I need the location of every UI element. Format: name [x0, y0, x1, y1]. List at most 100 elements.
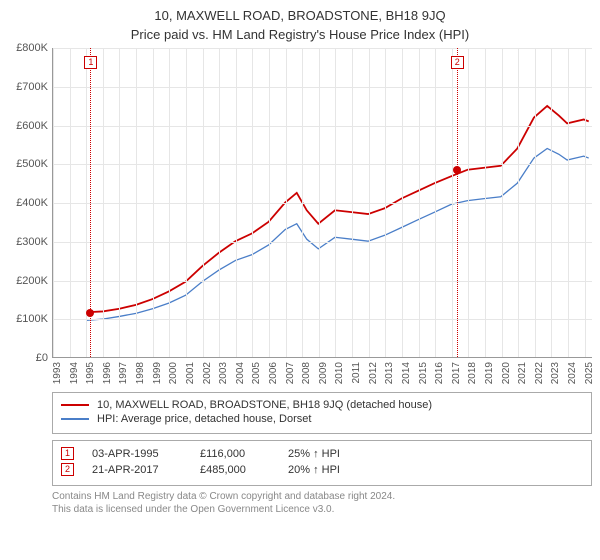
gridline-v — [502, 48, 503, 357]
sale-row: 221-APR-2017£485,00020% ↑ HPI — [61, 463, 583, 476]
gridline-h — [53, 87, 592, 88]
sale-price: £116,000 — [200, 448, 270, 460]
sale-date: 03-APR-1995 — [92, 448, 182, 460]
sales-box: 1 03-APR-1995 £116,000 25% ↑ HPI 2 21-APR-201… — [52, 440, 592, 486]
gridline-v — [269, 48, 270, 357]
gridline-h — [53, 281, 592, 282]
gridline-v — [319, 48, 320, 357]
x-tick-label: 2015 — [418, 362, 429, 384]
gridline-v — [186, 48, 187, 357]
x-tick-label: 1996 — [102, 362, 113, 384]
legend-label: HPI: Average price, detached house, Dors… — [97, 413, 311, 425]
x-tick-label: 1994 — [69, 362, 80, 384]
gridline-v — [535, 48, 536, 357]
gridline-h — [53, 126, 592, 127]
gridline-v — [136, 48, 137, 357]
x-tick-label: 2023 — [550, 362, 561, 384]
gridline-h — [53, 319, 592, 320]
gridline-v — [203, 48, 204, 357]
sale-marker-dot — [86, 309, 94, 317]
x-tick-label: 2019 — [484, 362, 495, 384]
gridline-v — [435, 48, 436, 357]
x-tick-label: 2014 — [401, 362, 412, 384]
gridline-v — [518, 48, 519, 357]
title-address: 10, MAXWELL ROAD, BROADSTONE, BH18 9JQ — [8, 8, 592, 23]
x-tick-label: 1997 — [118, 362, 129, 384]
x-tick-label: 2013 — [384, 362, 395, 384]
sale-id-badge: 2 — [61, 463, 74, 476]
plot-area: 12 — [52, 48, 592, 358]
sale-row: 1 03-APR-1995 £116,000 25% ↑ HPI — [61, 447, 583, 460]
gridline-v — [568, 48, 569, 357]
y-tick-label: £300K — [16, 236, 48, 248]
x-tick-label: 2009 — [318, 362, 329, 384]
gridline-v — [485, 48, 486, 357]
sale-marker-badge: 2 — [451, 56, 464, 69]
y-axis: £0£100K£200K£300K£400K£500K£600K£700K£80… — [8, 48, 52, 358]
chart-area: £0£100K£200K£300K£400K£500K£600K£700K£80… — [8, 48, 592, 388]
sale-id-badge: 1 — [61, 447, 74, 460]
legend-row: HPI: Average price, detached house, Dors… — [61, 413, 583, 425]
x-tick-label: 2011 — [351, 362, 362, 384]
gridline-v — [352, 48, 353, 357]
gridline-v — [53, 48, 54, 357]
y-tick-label: £800K — [16, 42, 48, 54]
gridline-v — [452, 48, 453, 357]
gridline-v — [286, 48, 287, 357]
x-tick-label: 2002 — [202, 362, 213, 384]
footer-line2: This data is licensed under the Open Gov… — [52, 503, 592, 516]
x-tick-label: 2008 — [301, 362, 312, 384]
legend-swatch — [61, 404, 89, 406]
sale-date: 21-APR-2017 — [92, 464, 182, 476]
legend-label: 10, MAXWELL ROAD, BROADSTONE, BH18 9JQ (… — [97, 399, 432, 411]
x-tick-label: 2016 — [434, 362, 445, 384]
gridline-h — [53, 242, 592, 243]
x-tick-label: 2018 — [467, 362, 478, 384]
y-tick-label: £200K — [16, 275, 48, 287]
x-tick-label: 2017 — [451, 362, 462, 384]
x-tick-label: 1999 — [152, 362, 163, 384]
gridline-v — [335, 48, 336, 357]
gridline-v — [70, 48, 71, 357]
x-tick-label: 2021 — [517, 362, 528, 384]
x-tick-label: 2007 — [285, 362, 296, 384]
gridline-v — [369, 48, 370, 357]
gridline-v — [385, 48, 386, 357]
x-tick-label: 2025 — [584, 362, 595, 384]
gridline-v — [302, 48, 303, 357]
y-tick-label: £600K — [16, 120, 48, 132]
legend-box: 10, MAXWELL ROAD, BROADSTONE, BH18 9JQ (… — [52, 392, 592, 434]
x-tick-label: 1995 — [85, 362, 96, 384]
gridline-h — [53, 48, 592, 49]
gridline-v — [169, 48, 170, 357]
sale-marker-badge: 1 — [84, 56, 97, 69]
footer-line1: Contains HM Land Registry data © Crown c… — [52, 490, 592, 503]
sale-marker-line — [457, 48, 458, 357]
x-tick-label: 1998 — [135, 362, 146, 384]
sale-delta: 25% ↑ HPI — [288, 448, 348, 460]
footer-attribution: Contains HM Land Registry data © Crown c… — [52, 490, 592, 516]
x-tick-label: 2024 — [567, 362, 578, 384]
legend-row: 10, MAXWELL ROAD, BROADSTONE, BH18 9JQ (… — [61, 399, 583, 411]
sale-price: £485,000 — [200, 464, 270, 476]
y-tick-label: £700K — [16, 81, 48, 93]
chart-container: 10, MAXWELL ROAD, BROADSTONE, BH18 9JQ P… — [0, 0, 600, 560]
y-tick-label: £400K — [16, 197, 48, 209]
legend-swatch — [61, 418, 89, 420]
x-tick-label: 1993 — [52, 362, 63, 384]
x-tick-label: 2022 — [534, 362, 545, 384]
gridline-v — [103, 48, 104, 357]
y-tick-label: £100K — [16, 313, 48, 325]
x-tick-label: 2012 — [368, 362, 379, 384]
chart-titles: 10, MAXWELL ROAD, BROADSTONE, BH18 9JQ P… — [8, 8, 592, 42]
y-tick-label: £0 — [36, 352, 48, 364]
x-tick-label: 2005 — [251, 362, 262, 384]
gridline-v — [236, 48, 237, 357]
x-tick-label: 2001 — [185, 362, 196, 384]
gridline-v — [419, 48, 420, 357]
gridline-v — [153, 48, 154, 357]
x-tick-label: 2000 — [168, 362, 179, 384]
gridline-v — [468, 48, 469, 357]
x-tick-label: 2003 — [218, 362, 229, 384]
gridline-v — [119, 48, 120, 357]
